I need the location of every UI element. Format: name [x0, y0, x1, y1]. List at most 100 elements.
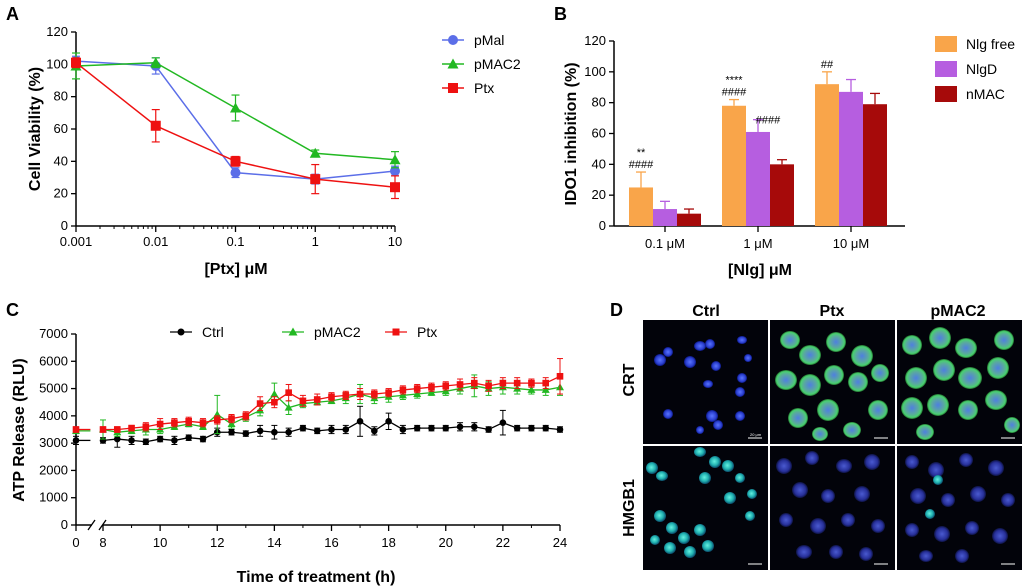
data-point-ptx: [256, 400, 264, 407]
panel-d-microscopy: Ctrl Ptx pMAC2 CRT HMGB1 20 μm: [621, 303, 1022, 570]
data-point-ptx: [356, 390, 364, 398]
data-point-ptx: [385, 389, 392, 396]
chart-a-ytick-label: 120: [46, 24, 68, 39]
legend-marker-ptx: [392, 328, 400, 336]
data-point-ctrl: [156, 435, 164, 443]
data-point-ptx: [156, 420, 164, 428]
data-point-ptx: [528, 379, 535, 387]
chart-c-ytick-label: 5000: [39, 381, 68, 396]
chart-a-ytick-label: 80: [54, 89, 68, 104]
bar-nmac: [770, 164, 794, 226]
chart-c-ytick-label: 3000: [39, 435, 68, 450]
legend-label-nmac: nMAC: [966, 86, 1005, 102]
legend-label-nlgd: NlgD: [966, 61, 997, 77]
data-point-ptx: [371, 390, 378, 398]
data-point-ctrl: [442, 424, 450, 432]
data-point-pmac2: [541, 385, 550, 393]
data-point-ptx: [113, 426, 121, 433]
significance-annotation: ##: [821, 59, 834, 71]
scale-bar-label: 20 μm: [750, 432, 762, 437]
data-point-ptx: [213, 416, 221, 424]
significance-annotation: ####: [629, 159, 654, 171]
row-label-crt: CRT: [621, 363, 638, 396]
data-point-pmac2: [398, 391, 407, 399]
chart-c-ytick-label: 1000: [39, 490, 68, 505]
data-point-pmac2: [150, 57, 162, 68]
legend-marker-ctrl: [177, 328, 185, 336]
data-point-ctrl: [299, 424, 307, 432]
chart-a-xtick-label: 0.01: [143, 234, 168, 249]
data-point-ptx: [150, 120, 161, 131]
data-point-ctrl: [242, 430, 250, 437]
data-point-ctrl: [328, 426, 335, 433]
data-point-ptx: [285, 389, 292, 396]
chart-c-xtick-label: 14: [267, 535, 281, 550]
data-point-ptx: [428, 383, 435, 391]
legend-label-pmal: pMal: [474, 32, 504, 48]
chart-a-ylabel: Cell Viability (%): [27, 67, 44, 191]
axis-break-mark: [87, 519, 96, 531]
data-point-ctrl: [371, 427, 378, 435]
chart-c-ytick-label: 4000: [39, 408, 68, 423]
data-point-ptx: [342, 392, 350, 399]
data-point-ctrl: [428, 424, 435, 432]
data-point-ptx: [228, 415, 235, 422]
data-point-ptx: [310, 174, 321, 185]
data-point-ctrl: [271, 428, 278, 436]
data-point-pmac2: [389, 154, 401, 165]
chart-b-xlabel: [Nlg] μM: [728, 262, 792, 279]
data-point-ptx: [499, 379, 507, 387]
chart-c-atp-release: 0 1000 2000 3000 4000 5000 6000 7000 0 8 10 12 14 16 1…: [11, 324, 567, 586]
data-point-ctrl: [171, 437, 178, 444]
bar-nmac: [677, 213, 701, 226]
legend-label-ctrl: Ctrl: [202, 324, 224, 340]
chart-b-ylabel: IDO1 inhibition (%): [563, 62, 580, 205]
legend-label-pmac2: pMAC2: [474, 56, 521, 72]
data-point-pmac2: [230, 102, 241, 113]
bar-nlg-free: [629, 187, 653, 226]
col-label-ctrl: Ctrl: [692, 303, 720, 320]
data-point-ptx: [456, 381, 464, 388]
data-point-ptx: [72, 426, 80, 433]
col-label-ptx: Ptx: [820, 303, 845, 320]
chart-c-xtick-label: 18: [381, 535, 395, 550]
data-point-ptx: [328, 393, 335, 401]
data-point-ctrl: [513, 424, 521, 432]
data-point-ptx: [242, 412, 250, 420]
chart-c-xtick-label: 12: [210, 535, 224, 550]
legend-marker-pmal: [448, 35, 458, 45]
data-point-ctrl: [556, 426, 564, 433]
chart-b-ytick-label: 100: [584, 64, 606, 79]
data-point-ptx: [390, 182, 400, 193]
chart-a-xlabel: [Ptx] μM: [204, 261, 267, 278]
chart-c-ytick-label: 0: [61, 517, 68, 532]
significance-annotation: **: [637, 147, 646, 159]
chart-c-xlabel: Time of treatment (h): [237, 569, 396, 586]
bar-nmac: [863, 104, 887, 226]
data-point-pmac2: [284, 403, 293, 411]
data-point-ptx: [142, 423, 150, 431]
data-point-ptx: [485, 382, 492, 390]
chart-b-ytick-label: 60: [592, 126, 606, 141]
data-point-ptx: [313, 396, 321, 403]
chart-c-xtick-label: 8: [99, 535, 106, 550]
data-point-ctrl: [485, 426, 492, 433]
panel-letter-c: C: [6, 300, 19, 320]
chart-a-ytick-label: 40: [54, 153, 68, 168]
image-crt-pmac2: [897, 320, 1022, 444]
data-point-ptx: [171, 419, 178, 426]
data-point-pmac2: [413, 390, 422, 398]
chart-a-xtick-label: 10: [388, 234, 402, 249]
legend-marker-ptx: [448, 83, 458, 93]
chart-b-ytick-label: 120: [584, 33, 606, 48]
chart-c-xtick-label: 24: [553, 535, 567, 550]
chart-c-ytick-label: 2000: [39, 462, 68, 477]
chart-a-ytick-label: 100: [46, 56, 68, 71]
legend-marker-pmac2: [288, 327, 298, 336]
legend-swatch-nlg-free: [935, 36, 957, 52]
chart-b-xtick-label: 1 μM: [743, 236, 772, 251]
chart-c-xtick-label: 22: [496, 535, 510, 550]
image-hmgb1-pmac2: [897, 446, 1022, 570]
panel-letter-d: D: [610, 300, 623, 320]
image-hmgb1-ptx: [770, 446, 895, 570]
